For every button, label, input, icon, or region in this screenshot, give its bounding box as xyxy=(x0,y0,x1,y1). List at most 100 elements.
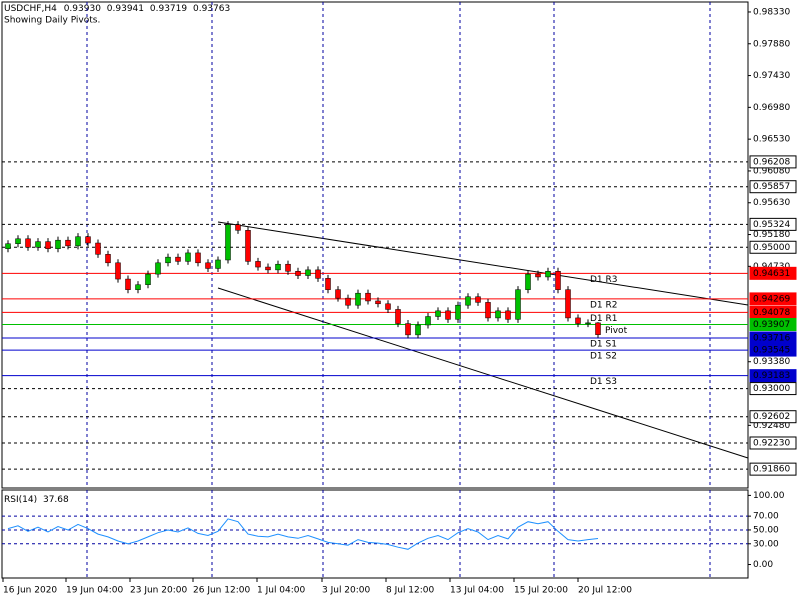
level-label: 0.96208 xyxy=(753,157,790,167)
level-box xyxy=(749,369,797,383)
y-tick-label: 0.00 xyxy=(753,560,773,570)
x-tick-label: 20 Jul 12:00 xyxy=(578,586,632,596)
level-box xyxy=(749,436,797,450)
candle-body xyxy=(575,317,581,324)
level-name: D1 R3 xyxy=(590,275,618,285)
candle-body xyxy=(395,309,401,324)
level-box xyxy=(749,180,797,194)
candle-body xyxy=(495,310,501,319)
y-tick-label: 0.95630 xyxy=(753,198,790,208)
candle-body xyxy=(285,263,291,272)
level-label: 0.95324 xyxy=(753,220,790,230)
price-panel xyxy=(1,1,749,489)
subtitle: Showing Daily Pivots. xyxy=(4,16,100,26)
candle-body xyxy=(75,236,81,247)
candle-body xyxy=(365,292,371,302)
y-tick-label: 0.95180 xyxy=(753,230,790,240)
candle-body xyxy=(235,224,241,231)
candle-body xyxy=(295,271,301,276)
level-label: 0.93000 xyxy=(753,384,790,394)
candle-body xyxy=(135,284,141,290)
candle-body xyxy=(345,297,351,306)
level-name: D1 S3 xyxy=(590,377,617,387)
candle-body xyxy=(425,316,431,326)
level-name: D1 S2 xyxy=(590,352,617,362)
candle-body xyxy=(595,322,601,335)
rsi-panel xyxy=(1,489,749,579)
level-box xyxy=(749,317,797,331)
candle-body xyxy=(375,300,381,305)
candle-body xyxy=(385,303,391,310)
candle-body xyxy=(85,236,91,244)
candle-body xyxy=(545,271,551,278)
candle-body xyxy=(505,310,511,320)
candle-body xyxy=(465,296,471,306)
candle-body xyxy=(515,289,521,320)
level-name: Pivot xyxy=(605,326,628,336)
candle-body xyxy=(35,241,41,248)
x-tick-label: 26 Jun 12:00 xyxy=(193,586,250,596)
y-tick-label: 0.97880 xyxy=(753,39,790,49)
y-tick-label: 50.00 xyxy=(753,525,779,535)
candle-body xyxy=(555,271,561,290)
level-name: D1 R1 xyxy=(590,314,618,324)
candle-body xyxy=(475,296,481,303)
level-label: 0.93716 xyxy=(753,333,790,343)
candle-body xyxy=(305,269,311,276)
level-box xyxy=(749,240,797,254)
level-box xyxy=(749,382,797,396)
level-box xyxy=(749,217,797,231)
candle-body xyxy=(165,256,171,264)
level-box xyxy=(749,155,797,169)
candle-body xyxy=(55,239,61,249)
candle-body xyxy=(455,304,461,320)
candle-body xyxy=(215,259,221,269)
trend-line xyxy=(217,221,749,306)
y-tick-label: 0.98330 xyxy=(753,7,790,17)
candle-body xyxy=(225,224,231,261)
level-box xyxy=(749,410,797,424)
rsi-title: RSI(14) 37.68 xyxy=(4,495,69,505)
level-box xyxy=(749,462,797,476)
candle-body xyxy=(105,254,111,264)
candle-body xyxy=(265,266,271,271)
x-tick-label: 16 Jun 2020 xyxy=(3,586,57,596)
y-tick-label: 0.96080 xyxy=(753,166,790,176)
symbol: USDCHF,H4 0.93930 0.93941 0.93719 0.9376… xyxy=(4,4,230,14)
candle-body xyxy=(205,262,211,269)
candle-body xyxy=(25,238,31,248)
candle-body xyxy=(275,263,281,271)
level-label: 0.94078 xyxy=(753,308,790,318)
candle-body xyxy=(145,273,151,285)
y-tick-label: 0.96980 xyxy=(753,103,790,113)
candle-body xyxy=(155,262,161,275)
level-box xyxy=(749,266,797,280)
x-tick-label: 19 Jun 04:00 xyxy=(66,586,123,596)
candle-body xyxy=(485,302,491,319)
x-tick-label: 13 Jul 04:00 xyxy=(450,586,504,596)
level-label: 0.95000 xyxy=(753,243,790,253)
level-label: 0.93545 xyxy=(753,346,790,356)
level-label: 0.94631 xyxy=(753,269,790,279)
candle-body xyxy=(585,322,591,325)
candle-body xyxy=(5,243,11,249)
x-tick-label: 8 Jul 12:00 xyxy=(386,586,435,596)
x-tick-label: 23 Jun 20:00 xyxy=(130,586,187,596)
y-tick-label: 70.00 xyxy=(753,512,779,522)
x-tick-label: 1 Jul 04:00 xyxy=(257,586,306,596)
candle-body xyxy=(445,310,451,320)
candle-body xyxy=(255,261,261,268)
candle-body xyxy=(45,241,51,249)
x-tick-label: 15 Jul 20:00 xyxy=(514,586,568,596)
candle-body xyxy=(245,230,251,262)
candle-body xyxy=(415,324,421,336)
candle-body xyxy=(325,278,331,290)
candle-body xyxy=(405,323,411,336)
candle-body xyxy=(435,310,441,317)
candle-body xyxy=(355,292,361,306)
level-label: 0.93183 xyxy=(753,371,790,381)
y-tick-label: 0.92480 xyxy=(753,421,790,431)
level-name: D1 S1 xyxy=(590,339,617,349)
y-tick-label: 0.97430 xyxy=(753,71,790,81)
